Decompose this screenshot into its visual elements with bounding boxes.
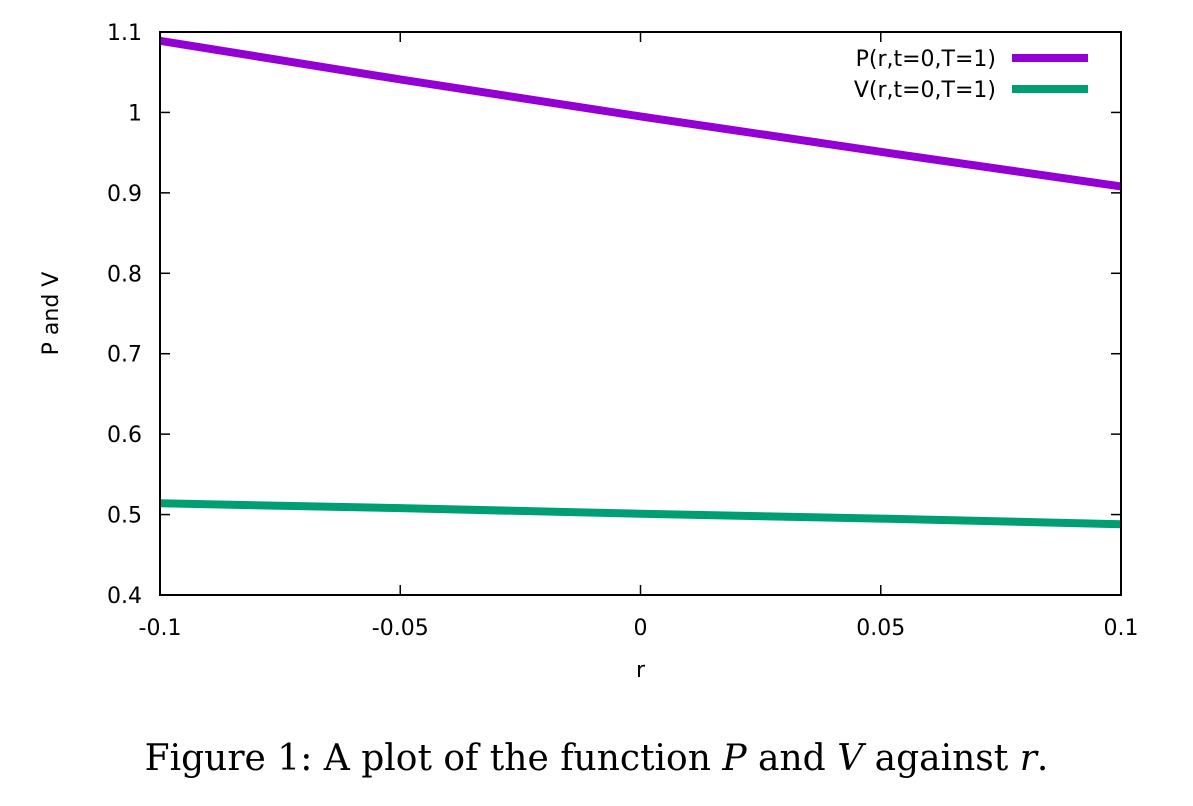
series-line-p: [159, 36, 1122, 191]
x-tick-label: 0.05: [856, 616, 905, 641]
y-tick-label: 0.4: [107, 584, 142, 609]
caption-var-p: P: [722, 738, 747, 779]
caption-suffix: against: [863, 738, 1020, 779]
tick-labels-layer: -0.1 -0.05 0 0.05 0.1 0.4 0.5 0.6 0.7 0.8 0.9 1 1.1: [107, 21, 1139, 641]
y-tick-label: 1: [128, 101, 142, 126]
legend: P(r,t=0,T=1) V(r,t=0,T=1): [854, 47, 1088, 103]
x-tick-label: 0: [634, 616, 648, 641]
y-tick-label: 1.1: [107, 21, 142, 46]
y-tick-label: 0.9: [107, 182, 142, 207]
figure-caption: Figure 1: A plot of the function P and V…: [0, 738, 1193, 779]
caption-end: .: [1036, 738, 1049, 779]
x-tick-label: -0.05: [372, 616, 429, 641]
line-chart: -0.1 -0.05 0 0.05 0.10.40.50.60.70.80.911.1 …: [39, 21, 1139, 683]
caption-mid: and: [746, 738, 838, 779]
y-tick-label: 0.5: [107, 504, 142, 529]
legend-label-p: P(r,t=0,T=1): [856, 47, 996, 72]
caption-prefix: Figure 1: A plot of the function: [144, 738, 723, 779]
x-axis-label: r: [636, 658, 646, 683]
x-tick-label: -0.1: [139, 616, 182, 641]
caption-var-r: r: [1019, 738, 1037, 779]
ticks-layer: [159, 31, 1122, 596]
series-layer: [159, 36, 1122, 529]
y-tick-label: 0.8: [107, 262, 142, 287]
legend-label-v: V(r,t=0,T=1): [854, 78, 996, 103]
series-line-v: [159, 499, 1122, 529]
x-tick-label: 0.1: [1104, 616, 1139, 641]
caption-var-v: V: [837, 738, 864, 779]
y-tick-label: 0.7: [107, 343, 142, 368]
y-axis-label: P and V: [39, 272, 64, 356]
y-tick-label: 0.6: [107, 423, 142, 448]
